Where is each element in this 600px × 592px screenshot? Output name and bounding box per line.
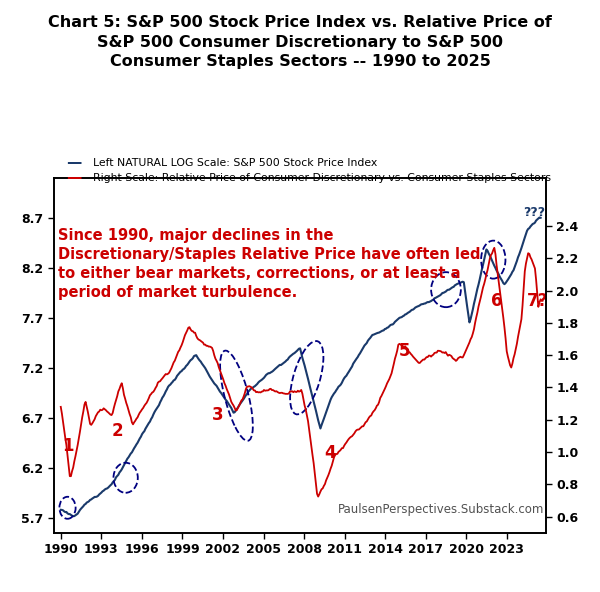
- Text: Since 1990, major declines in the
Discretionary/Staples Relative Price have ofte: Since 1990, major declines in the Discre…: [58, 228, 481, 300]
- Text: 7?: 7?: [527, 292, 548, 310]
- Text: —: —: [66, 170, 82, 185]
- Text: Left NATURAL LOG Scale: S&P 500 Stock Price Index: Left NATURAL LOG Scale: S&P 500 Stock Pr…: [93, 158, 377, 168]
- Text: 4: 4: [325, 444, 336, 462]
- Text: 5: 5: [398, 342, 410, 360]
- Text: Right Scale: Relative Price of Consumer Discretionary vs. Consumer Staples Secto: Right Scale: Relative Price of Consumer …: [93, 173, 551, 182]
- Text: Chart 5: S&P 500 Stock Price Index vs. Relative Price of
S&P 500 Consumer Discre: Chart 5: S&P 500 Stock Price Index vs. R…: [48, 15, 552, 69]
- Text: ???: ???: [523, 205, 545, 218]
- Text: 3: 3: [212, 406, 224, 424]
- Text: —: —: [66, 155, 82, 170]
- Text: PaulsenPerspectives.Substack.com: PaulsenPerspectives.Substack.com: [338, 503, 544, 516]
- Text: 2: 2: [112, 422, 124, 440]
- Text: 6: 6: [491, 292, 502, 310]
- Text: 1: 1: [62, 437, 74, 455]
